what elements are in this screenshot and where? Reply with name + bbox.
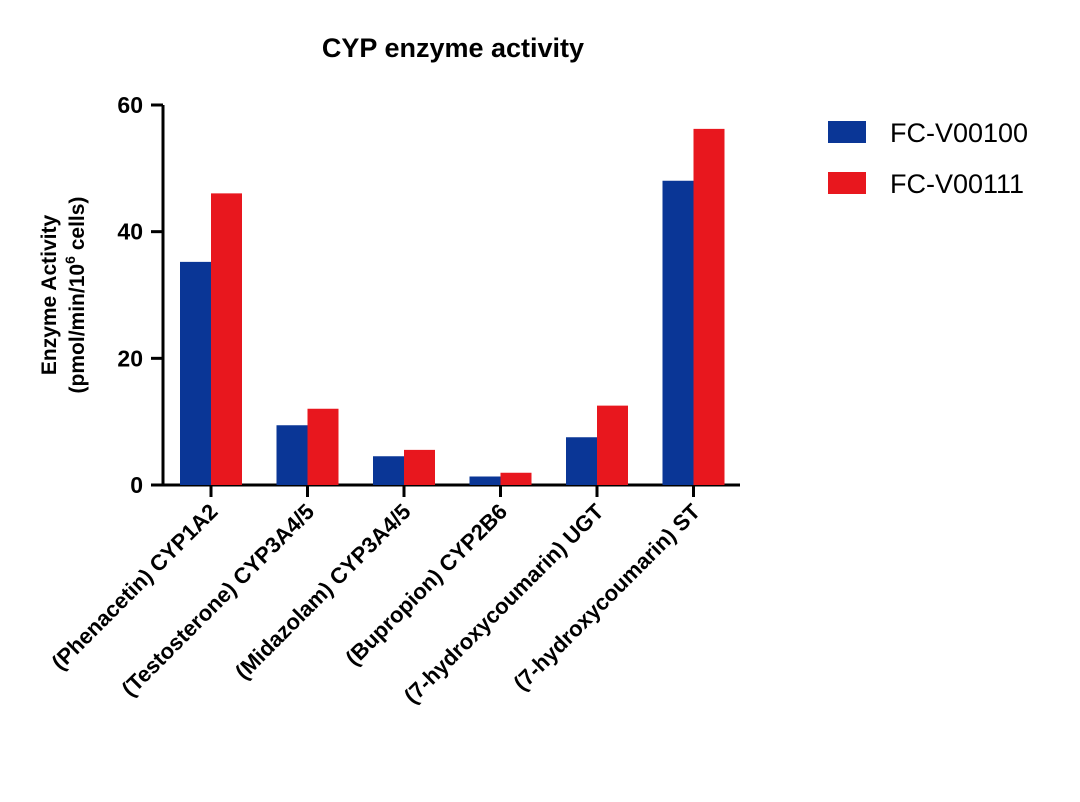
y-axis-label-unit-prefix: (pmol/min/10 bbox=[66, 264, 89, 394]
legend-label: FC-V00111 bbox=[890, 169, 1024, 199]
legend-swatch bbox=[828, 121, 866, 143]
y-axis-label-line1: Enzyme Activity bbox=[38, 215, 61, 376]
x-tick-label: (Bupropion) CYP2B6 bbox=[341, 499, 513, 671]
bar bbox=[373, 457, 404, 485]
bar bbox=[180, 263, 211, 485]
x-tick-label: (Phenacetin) CYP1A2 bbox=[47, 499, 223, 675]
y-axis-label-line2: (pmol/min/106 cells) bbox=[62, 197, 89, 394]
y-axis-label-exponent: 6 bbox=[62, 256, 78, 264]
bar bbox=[276, 426, 308, 485]
y-axis-label-unit-suffix: cells) bbox=[66, 197, 89, 257]
bar bbox=[500, 474, 532, 485]
axes: 0 20 40 60 bbox=[117, 92, 740, 498]
x-tick-label: (7-hydroxycoumarin) UGT bbox=[399, 498, 609, 708]
legend-label: FC-V00100 bbox=[890, 118, 1028, 148]
bar bbox=[566, 438, 597, 485]
bar bbox=[404, 451, 435, 485]
x-tick-label: (Testosterone) CYP3A4/5 bbox=[117, 499, 319, 701]
legend-swatch bbox=[828, 172, 866, 194]
chart-title: CYP enzyme activity bbox=[322, 33, 584, 63]
x-tick-labels: (Phenacetin) CYP1A2(Testosterone) CYP3A4… bbox=[47, 498, 706, 708]
y-tick-label: 0 bbox=[130, 472, 143, 498]
x-tick-label: (Midazolam) CYP3A4/5 bbox=[230, 499, 415, 684]
y-axis-label: Enzyme Activity (pmol/min/106 cells) bbox=[38, 197, 89, 394]
y-tick-label: 20 bbox=[117, 345, 143, 371]
bar bbox=[469, 478, 501, 485]
x-tick-label: (7-hydroxycoumarin) ST bbox=[508, 498, 705, 695]
bar bbox=[693, 130, 725, 486]
bar bbox=[662, 182, 694, 485]
bar bbox=[211, 194, 242, 485]
bars bbox=[180, 128, 725, 486]
y-tick-label: 60 bbox=[117, 92, 143, 118]
bar bbox=[597, 407, 628, 485]
y-tick-label: 40 bbox=[117, 219, 143, 245]
bar bbox=[307, 410, 339, 485]
legend: FC-V00100 FC-V00111 bbox=[828, 118, 1028, 199]
